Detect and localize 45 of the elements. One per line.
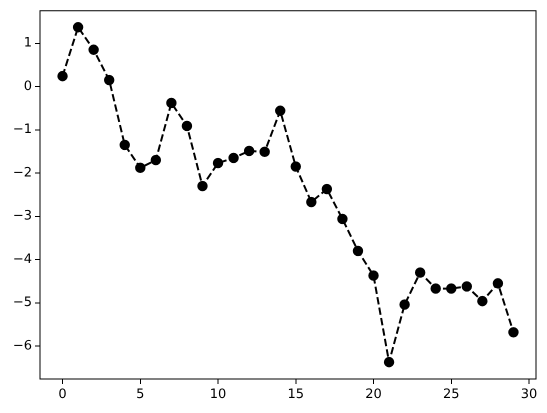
y-tick-label: 1: [24, 36, 32, 51]
point: [166, 98, 177, 108]
y-tick-label: 0: [24, 78, 32, 94]
point: [352, 246, 364, 256]
point: [337, 214, 348, 224]
point: [399, 299, 410, 310]
point: [197, 180, 208, 192]
point: [135, 162, 146, 174]
point: [290, 161, 301, 172]
point: [212, 158, 224, 168]
point: [104, 74, 114, 86]
y-tick-label: −6: [12, 338, 32, 354]
point: [368, 270, 379, 281]
point: [322, 184, 332, 194]
y-tick-label: −5: [12, 295, 32, 310]
x-tick-label: 5: [136, 387, 144, 402]
x-tick-label: 30: [520, 387, 538, 402]
point: [57, 70, 68, 82]
point: [446, 283, 456, 294]
y-tick-label: −4: [12, 252, 32, 267]
point: [477, 296, 488, 306]
y-tick-label: −2: [12, 165, 32, 180]
point: [430, 283, 441, 294]
point: [72, 22, 84, 32]
y-tick-label: −1: [12, 122, 32, 138]
point: [275, 106, 286, 116]
point: [384, 356, 394, 368]
point: [88, 44, 99, 55]
point: [244, 146, 254, 156]
point: [120, 140, 130, 150]
point: [259, 146, 270, 158]
point: [508, 327, 519, 338]
point: [462, 281, 472, 292]
point: [228, 152, 239, 164]
x-tick-label: 25: [442, 387, 460, 402]
x-tick-label: 10: [210, 387, 226, 402]
x-tick-label: 0: [58, 387, 67, 402]
x-tick-label: 20: [365, 387, 382, 402]
point: [414, 267, 426, 278]
point: [182, 120, 192, 132]
point: [492, 278, 504, 289]
point: [306, 196, 317, 208]
y-tick-label: −3: [12, 208, 32, 224]
x-tick-label: 15: [288, 387, 304, 402]
point: [150, 154, 162, 166]
